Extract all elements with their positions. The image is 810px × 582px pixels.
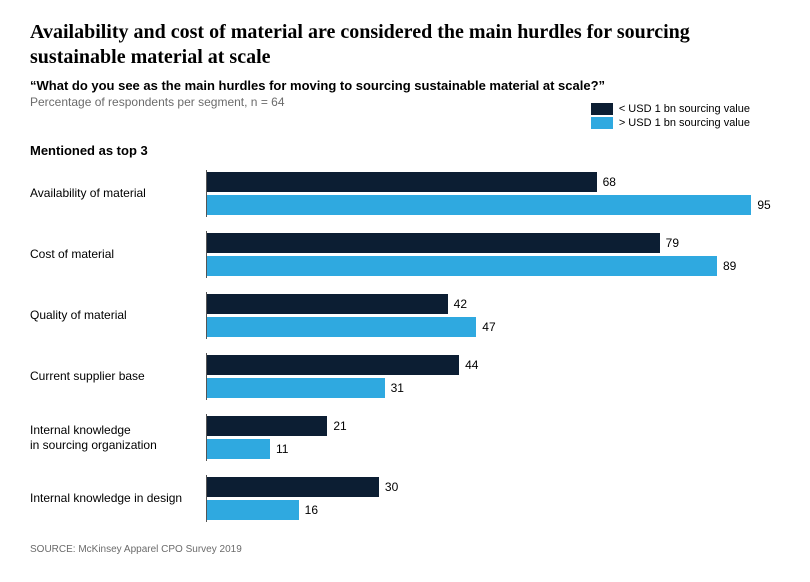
bar-value-label: 44 [465,358,478,372]
bar [207,317,476,337]
bar [207,172,597,192]
bars-group: 44 31 [206,353,780,400]
bar-value-label: 30 [385,480,398,494]
chart-title: Availability and cost of material are co… [30,20,730,70]
section-label: Mentioned as top 3 [30,143,780,158]
bar-value-label: 42 [454,297,467,311]
chart-row: Cost of material 79 89 [30,231,780,278]
bar-value-label: 68 [603,175,616,189]
category-label: Cost of material [30,247,206,262]
bar-wrap: 95 [207,195,780,215]
bar-wrap: 31 [207,378,780,398]
category-label: Current supplier base [30,369,206,384]
category-label: Quality of material [30,308,206,323]
category-label: Internal knowledge in design [30,491,206,506]
source-note: SOURCE: McKinsey Apparel CPO Survey 2019 [30,544,780,555]
legend-swatch [591,117,613,129]
bar-value-label: 95 [757,198,770,212]
chart-row: Internal knowledgein sourcing organizati… [30,414,780,461]
bar [207,256,717,276]
bar [207,500,299,520]
bar-wrap: 11 [207,439,780,459]
bar [207,416,327,436]
bar [207,439,270,459]
category-label: Internal knowledgein sourcing organizati… [30,423,206,453]
category-label: Availability of material [30,186,206,201]
legend-label: < USD 1 bn sourcing value [619,103,750,115]
bar-wrap: 21 [207,416,780,436]
chart-container: Availability and cost of material are co… [0,0,810,570]
bar-wrap: 44 [207,355,780,375]
bar-wrap: 16 [207,500,780,520]
legend-item: > USD 1 bn sourcing value [591,117,750,129]
bar-wrap: 47 [207,317,780,337]
bar-wrap: 89 [207,256,780,276]
chart-question: “What do you see as the main hurdles for… [30,78,780,93]
chart-row: Internal knowledge in design 30 16 [30,475,780,522]
bar [207,378,385,398]
bar-wrap: 42 [207,294,780,314]
legend-item: < USD 1 bn sourcing value [591,103,750,115]
bar-wrap: 68 [207,172,780,192]
chart-row: Quality of material 42 47 [30,292,780,339]
legend-label: > USD 1 bn sourcing value [619,117,750,129]
bar-chart: Availability of material 68 95 Cost of mate… [30,170,780,522]
bar-value-label: 11 [276,442,288,456]
bar-value-label: 21 [333,419,346,433]
bars-group: 42 47 [206,292,780,339]
chart-row: Availability of material 68 95 [30,170,780,217]
bar-value-label: 79 [666,236,679,250]
bars-group: 68 95 [206,170,780,217]
bar [207,294,448,314]
chart-row: Current supplier base 44 31 [30,353,780,400]
bar-wrap: 79 [207,233,780,253]
bar-value-label: 16 [305,503,318,517]
bar-value-label: 89 [723,259,736,273]
bar-value-label: 47 [482,320,495,334]
bars-group: 79 89 [206,231,780,278]
legend: < USD 1 bn sourcing value > USD 1 bn sou… [591,103,750,129]
bar-value-label: 31 [391,381,404,395]
bars-group: 21 11 [206,414,780,461]
legend-swatch [591,103,613,115]
bar [207,355,459,375]
bar [207,195,751,215]
bar-wrap: 30 [207,477,780,497]
bar [207,477,379,497]
bars-group: 30 16 [206,475,780,522]
bar [207,233,660,253]
